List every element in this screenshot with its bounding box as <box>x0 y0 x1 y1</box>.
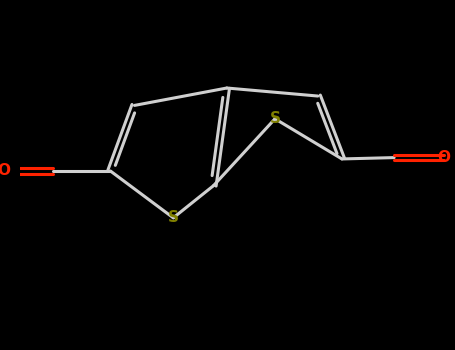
Text: S: S <box>168 210 179 225</box>
Text: S: S <box>269 111 280 126</box>
Text: O: O <box>437 150 450 165</box>
Text: O: O <box>0 163 10 178</box>
